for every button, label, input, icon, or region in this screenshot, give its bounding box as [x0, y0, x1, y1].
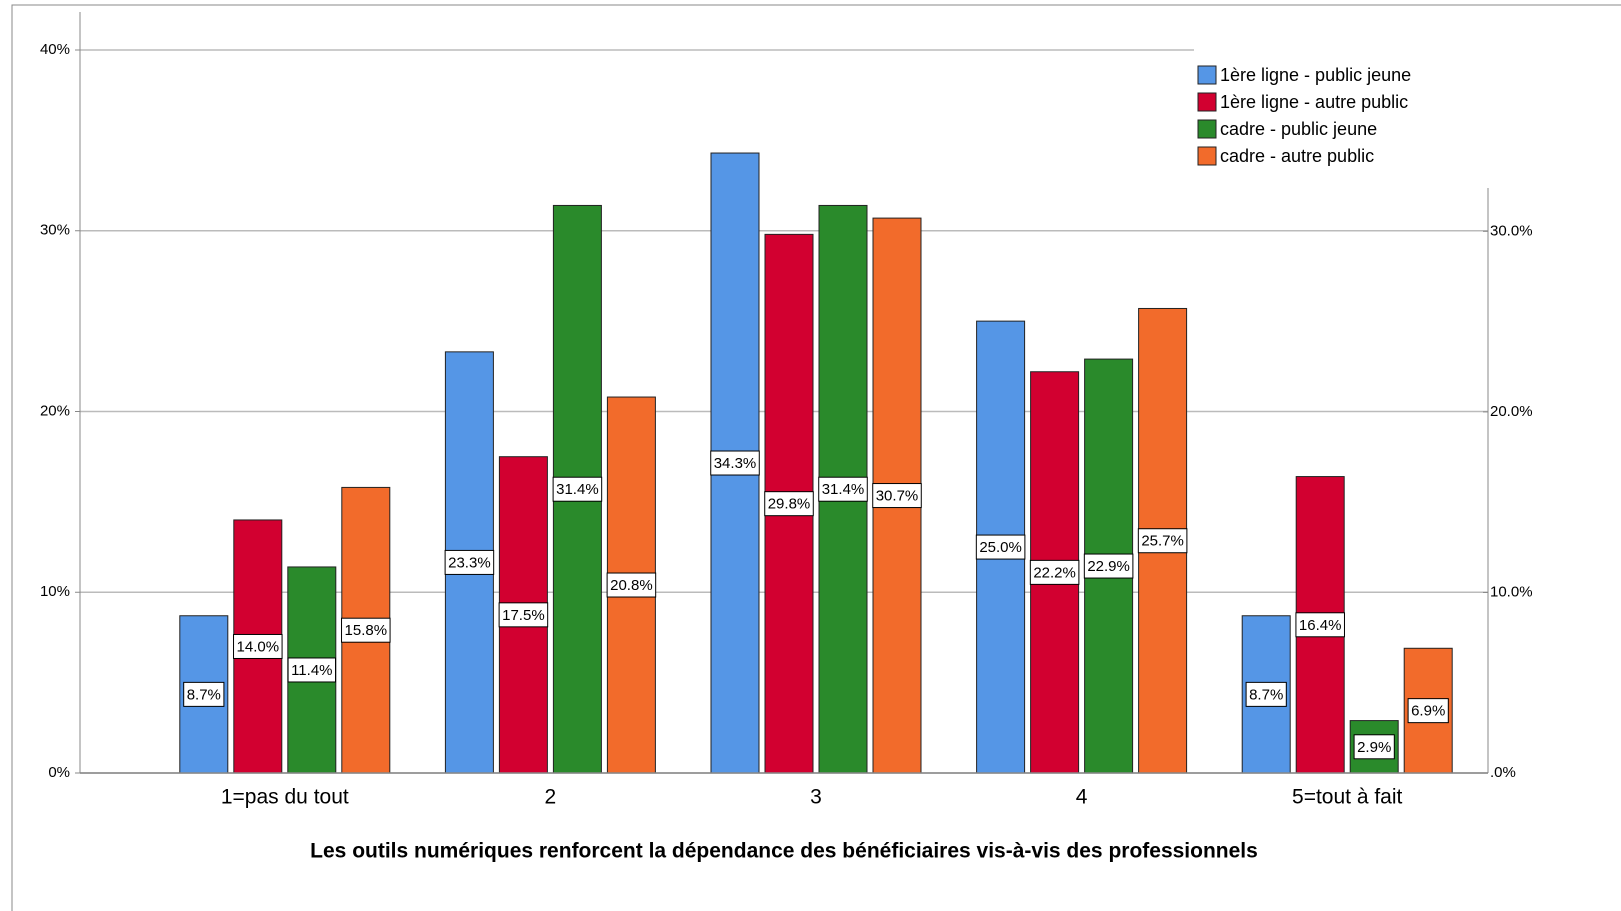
legend-swatch — [1197, 119, 1217, 139]
legend-label: cadre - public jeune — [1220, 119, 1377, 139]
x-tick-label: 5=tout à fait — [1292, 786, 1402, 809]
legend-swatch — [1197, 92, 1217, 112]
y-tick-label: 30% — [40, 222, 70, 239]
value-label: 25.0% — [979, 539, 1022, 556]
y2-tick-label: .0% — [1490, 764, 1516, 781]
value-label: 31.4% — [822, 481, 865, 498]
y2-tick-label: 10.0% — [1490, 583, 1533, 600]
legend-label: 1ère ligne - public jeune — [1220, 65, 1411, 85]
y-tick-label: 10% — [40, 583, 70, 600]
x-tick-label: 2 — [545, 786, 557, 809]
x-tick-label: 4 — [1076, 786, 1088, 809]
value-label: 2.9% — [1357, 739, 1391, 756]
value-label-box — [818, 476, 868, 502]
value-label-box — [183, 681, 225, 707]
value-label: 16.4% — [1299, 617, 1342, 634]
value-label: 34.3% — [714, 455, 757, 472]
legend-label: cadre - autre public — [1220, 146, 1374, 166]
legend-swatch — [1197, 65, 1217, 85]
value-label: 30.7% — [876, 488, 919, 505]
value-label: 23.3% — [448, 554, 491, 571]
y2-tick-label: 30.0% — [1490, 222, 1533, 239]
y2-tick-label: 20.0% — [1490, 403, 1533, 420]
value-label-box — [287, 657, 337, 683]
value-label: 22.9% — [1087, 558, 1130, 575]
value-label-box — [1407, 698, 1449, 724]
value-label-box — [1137, 528, 1188, 554]
frame — [11, 4, 1621, 911]
legend-swatch — [1197, 146, 1217, 166]
value-label: 8.7% — [187, 686, 221, 703]
value-label-box — [1295, 612, 1345, 638]
value-label: 25.7% — [1141, 533, 1184, 550]
value-label-box — [498, 602, 549, 628]
y-tick-label: 40% — [40, 41, 70, 58]
x-tick-label: 1=pas du tout — [221, 786, 349, 809]
value-label-box — [444, 549, 495, 575]
value-label-box — [975, 534, 1026, 560]
x-tick-label: 3 — [810, 786, 822, 809]
value-label: 15.8% — [345, 622, 388, 639]
legend-label: 1ère ligne - autre public — [1220, 92, 1408, 112]
value-label-box — [710, 450, 760, 476]
y-tick-label: 20% — [40, 402, 70, 419]
value-label: 8.7% — [1249, 686, 1283, 703]
value-label-box — [1083, 553, 1134, 579]
x-axis-label: Les outils numériques renforcent la dépe… — [310, 840, 1258, 863]
value-label-box — [1029, 559, 1080, 585]
value-label-box — [872, 483, 922, 509]
value-label: 31.4% — [556, 481, 599, 498]
value-label: 14.0% — [237, 638, 280, 655]
value-label: 17.5% — [502, 607, 545, 624]
value-label-box — [1353, 734, 1395, 760]
value-label-box — [1245, 681, 1287, 707]
value-label: 29.8% — [768, 496, 811, 513]
value-label: 20.8% — [610, 577, 653, 594]
y-tick-label: 0% — [48, 764, 70, 781]
value-label-box — [764, 491, 814, 517]
value-label: 11.4% — [291, 662, 332, 679]
value-label: 6.9% — [1411, 703, 1445, 720]
value-label: 22.2% — [1033, 564, 1076, 581]
value-label-box — [606, 572, 657, 598]
value-label-box — [552, 476, 603, 502]
value-label-box — [341, 617, 391, 643]
value-label-box — [233, 633, 283, 659]
